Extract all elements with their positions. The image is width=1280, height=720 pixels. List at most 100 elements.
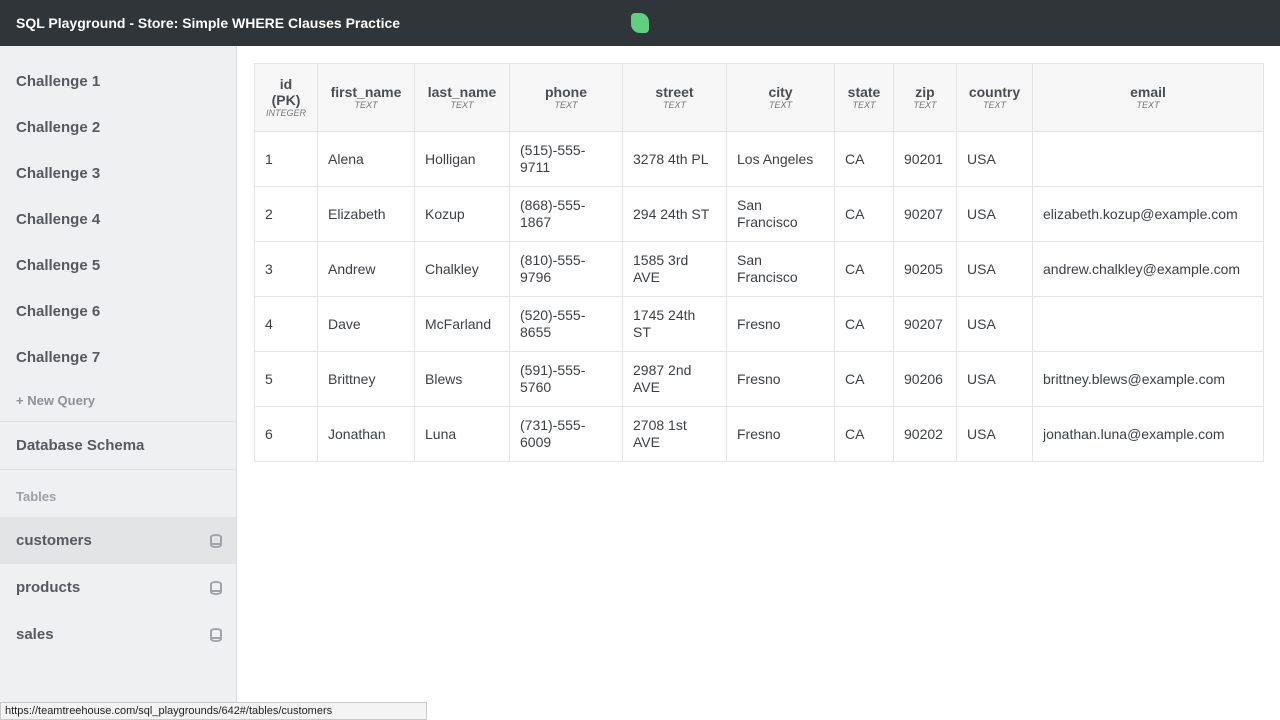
table-cell: USA (956, 296, 1033, 352)
column-name: street (655, 84, 694, 100)
table-cell: (515)-555-9711 (509, 131, 623, 187)
table-row: 5 Brittney Blews (591)-555-5760 2987 2nd AVE… (254, 351, 1264, 407)
title-bar: SQL Playground - Store: Simple WHERE Cla… (0, 0, 1280, 46)
table-cell: USA (956, 241, 1033, 297)
table-item-customers[interactable]: customers (0, 517, 236, 564)
table-cell: (810)-555-9796 (509, 241, 623, 297)
column-header: email TEXT (1032, 63, 1264, 132)
table-cell: 2708 1st AVE (622, 406, 727, 462)
table-cell: 1585 3rd AVE (622, 241, 727, 297)
table-cell: USA (956, 186, 1033, 242)
table-cell: CA (834, 351, 894, 407)
table-cell: USA (956, 406, 1033, 462)
column-name: id (PK) (271, 76, 301, 108)
column-type: TEXT (554, 100, 578, 110)
table-cell: 90206 (893, 351, 957, 407)
status-bar-url: https://teamtreehouse.com/sql_playground… (0, 702, 427, 720)
column-name: last_name (427, 84, 497, 100)
challenge-item[interactable]: Challenge 3 (16, 164, 101, 182)
table-cell: Fresno (726, 296, 835, 352)
column-type: TEXT (982, 100, 1006, 110)
column-name: email (1130, 84, 1166, 100)
table-cell: San Francisco (726, 186, 835, 242)
table-name: sales (16, 626, 54, 643)
table-cell: 90207 (893, 296, 957, 352)
table-cell: 294 24th ST (622, 186, 727, 242)
column-name: country (968, 84, 1021, 100)
column-name: zip (915, 84, 935, 100)
column-header: phone TEXT (509, 63, 623, 132)
table-cell: 1745 24th ST (622, 296, 727, 352)
table-cell: jonathan.luna@example.com (1032, 406, 1264, 462)
column-type: TEXT (662, 100, 686, 110)
column-type: TEXT (852, 100, 876, 110)
table-cell: 2 (254, 186, 318, 242)
table-cell: 5 (254, 351, 318, 407)
column-header: state TEXT (834, 63, 894, 132)
table-row: 6 Jonathan Luna (731)-555-6009 2708 1st AVE F… (254, 406, 1264, 462)
table-cell: 1 (254, 131, 318, 187)
column-header: city TEXT (726, 63, 835, 132)
sidebar: Challenge 1 Challenge 2 Challenge 3 Challen… (0, 46, 237, 720)
column-type: INTEGER (265, 108, 306, 118)
table-cell (1032, 296, 1264, 352)
challenge-item[interactable]: Challenge 6 (16, 302, 101, 320)
table-item-products[interactable]: products (0, 564, 236, 611)
table-cell: 90202 (893, 406, 957, 462)
table-cell: (591)-555-5760 (509, 351, 623, 407)
table-cell: 90207 (893, 186, 957, 242)
challenge-item[interactable]: Challenge 5 (16, 256, 101, 274)
table-item-sales[interactable]: sales (0, 611, 236, 658)
table-cell: elizabeth.kozup@example.com (1032, 186, 1264, 242)
column-type: TEXT (913, 100, 937, 110)
table-name: products (16, 579, 81, 596)
table-cell: CA (834, 296, 894, 352)
database-icon (210, 580, 222, 595)
table-row: 1 Alena Holligan (515)-555-9711 3278 4th PL L… (254, 131, 1264, 187)
table-cell: McFarland (414, 296, 510, 352)
database-schema-heading: Database Schema (0, 422, 236, 470)
challenge-item[interactable]: Challenge 4 (16, 210, 101, 228)
table-cell: Brittney (317, 351, 415, 407)
results-table: id (PK) INTEGER first_name TEXT last_name TEX… (254, 63, 1264, 462)
table-cell: (520)-555-8655 (509, 296, 623, 352)
column-name: first_name (330, 84, 402, 100)
table-cell (1032, 131, 1264, 187)
table-cell: Dave (317, 296, 415, 352)
tables-label: Tables (16, 489, 57, 504)
table-cell: Alena (317, 131, 415, 187)
treehouse-logo-icon[interactable] (631, 13, 649, 33)
column-header: first_name TEXT (317, 63, 415, 132)
challenge-item[interactable]: Challenge 2 (16, 118, 101, 136)
table-cell: (731)-555-6009 (509, 406, 623, 462)
table-name: customers (16, 532, 92, 549)
table-cell: CA (834, 131, 894, 187)
table-cell: 90205 (893, 241, 957, 297)
database-icon (210, 533, 222, 548)
table-cell: 6 (254, 406, 318, 462)
table-cell: Fresno (726, 406, 835, 462)
challenge-item[interactable]: Challenge 1 (16, 72, 101, 90)
table-row: 2 Elizabeth Kozup (868)-555-1867 294 24th ST… (254, 186, 1264, 242)
table-cell: CA (834, 406, 894, 462)
table-cell: Los Angeles (726, 131, 835, 187)
column-name: city (768, 84, 793, 100)
challenge-item[interactable]: Challenge 7 (16, 348, 101, 366)
page-title: SQL Playground - Store: Simple WHERE Cla… (16, 15, 401, 31)
column-header: id (PK) INTEGER (254, 63, 318, 132)
table-cell: Luna (414, 406, 510, 462)
column-name: phone (545, 84, 587, 100)
table-cell: Elizabeth (317, 186, 415, 242)
column-type: TEXT (354, 100, 378, 110)
column-header: last_name TEXT (414, 63, 510, 132)
table-cell: USA (956, 351, 1033, 407)
table-cell: San Francisco (726, 241, 835, 297)
new-query-button[interactable]: + New Query (0, 380, 236, 422)
table-cell: 3278 4th PL (622, 131, 727, 187)
table-cell: brittney.blews@example.com (1032, 351, 1264, 407)
column-header: zip TEXT (893, 63, 957, 132)
column-header: street TEXT (622, 63, 727, 132)
table-cell: andrew.chalkley@example.com (1032, 241, 1264, 297)
database-icon (210, 627, 222, 642)
table-cell: Holligan (414, 131, 510, 187)
